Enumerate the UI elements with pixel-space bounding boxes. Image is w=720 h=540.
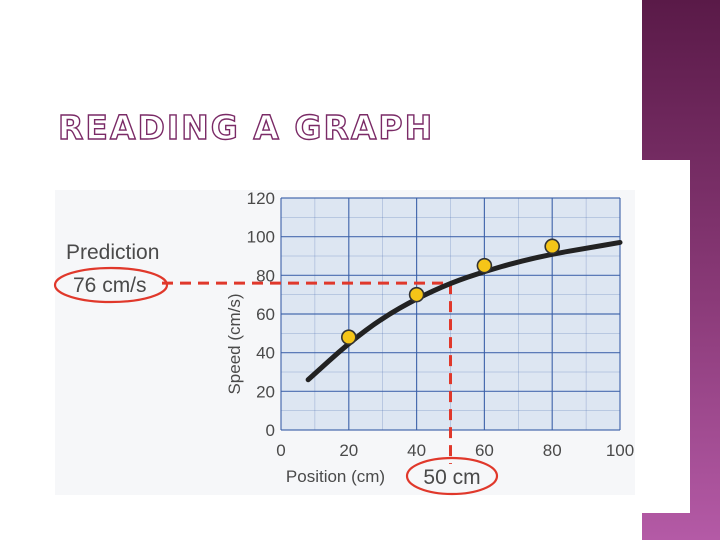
data-point (476, 257, 493, 274)
x-axis-label: Position (cm) (286, 467, 385, 486)
y-tick-label: 0 (266, 421, 275, 440)
x-tick-label: 20 (339, 441, 358, 460)
decorative-side-notch (642, 160, 690, 513)
prediction-value-circle (53, 266, 169, 304)
x-tick-label: 60 (475, 441, 494, 460)
x-tick-label: 80 (543, 441, 562, 460)
data-point (408, 286, 425, 303)
y-tick-label: 20 (256, 382, 275, 401)
prediction-value-label: 76 cm/s (73, 274, 147, 297)
slide-title: READING A GRAPH (57, 107, 435, 147)
y-tick-label: 40 (256, 344, 275, 363)
prediction-label: Prediction (66, 241, 159, 264)
y-tick-label: 120 (247, 189, 275, 208)
y-axis-label: Speed (cm/s) (225, 293, 244, 394)
x-annotation-circle (405, 456, 499, 496)
x-tick-label: 0 (276, 441, 285, 460)
data-point (340, 329, 357, 346)
y-tick-label: 80 (256, 266, 275, 285)
y-tick-label: 60 (256, 305, 275, 324)
data-point (544, 238, 561, 255)
x-tick-label: 100 (606, 441, 634, 460)
y-tick-label: 100 (247, 228, 275, 247)
x-tick-label: 40 (407, 441, 426, 460)
x-annotation-label: 50 cm (423, 466, 480, 489)
